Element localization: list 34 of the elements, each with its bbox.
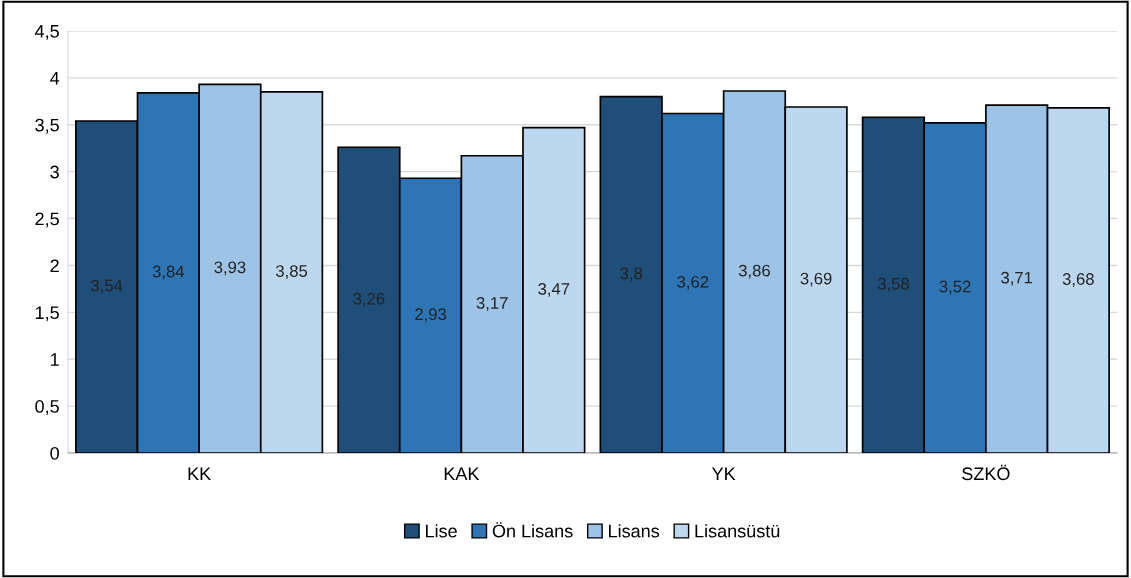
data-label: 3,71 [1001,271,1033,286]
x-tick-label: KAK [444,467,480,480]
x-tick-label: SZKÖ [962,464,1010,481]
legend-label: Lisans [609,524,660,538]
data-label: 3,85 [275,265,308,279]
y-tick-label: 0,5 [35,400,59,415]
y-tick-label: 3,5 [35,118,59,134]
data-label: 3,17 [476,297,508,311]
data-label: 3,86 [738,264,770,279]
data-label: 3,54 [91,279,123,294]
data-label: 3,62 [677,275,709,290]
data-label: 3,69 [800,272,832,287]
data-label: 3,58 [877,277,909,292]
data-label: 3,8 [620,267,643,282]
data-label: 3,68 [1062,273,1094,287]
y-tick-label: 4 [50,72,60,85]
data-label: 3,26 [353,292,385,307]
y-tick-label: 0 [50,446,59,460]
legend-label: Ön Lisans [492,522,573,538]
data-label: 3,84 [152,265,185,280]
data-label: 3,93 [214,261,246,276]
data-label: 2,93 [415,308,447,323]
data-label: 3,52 [939,280,971,295]
data-label: 3,47 [538,282,570,297]
x-tick-label: YK [711,467,736,480]
x-tick-label: KK [188,467,211,480]
y-tick-label: 1 [51,353,59,366]
y-tick-label: 1,5 [35,306,59,322]
y-tick-label: 2,5 [35,212,59,228]
legend-label: Lisansüstü [695,524,780,538]
y-tick-label: 2 [50,259,59,272]
y-tick-label: 3 [50,165,59,179]
legend-label: Lise [426,524,457,538]
y-tick-label: 4,5 [34,25,59,40]
